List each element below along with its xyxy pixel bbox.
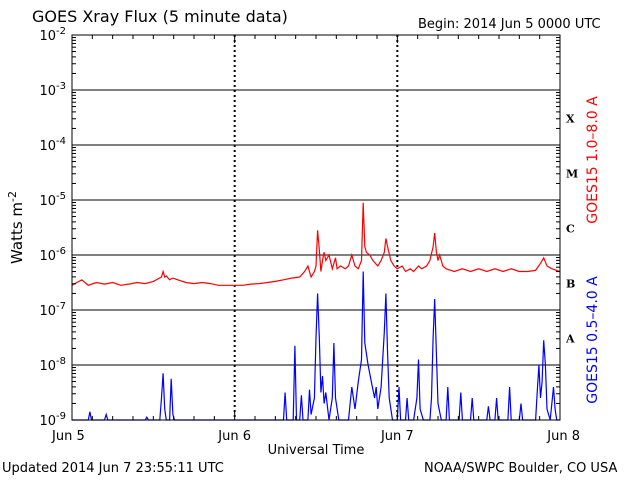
gridlines (72, 35, 560, 420)
x-axis-title: Universal Time (268, 443, 365, 458)
y-axis-title: Watts m-2 (6, 191, 26, 264)
flare-class-labels: A B C M X (565, 113, 578, 346)
series-legend: GOES15 1.0–8.0 A GOES15 0.5–4.0 A (585, 96, 601, 404)
chart-title: GOES Xray Flux (5 minute data) (32, 7, 288, 26)
x-tick-label: Jun 6 (217, 429, 251, 444)
credit-label: NOAA/SWPC Boulder, CO USA (424, 461, 618, 476)
series-long-channel (71, 202, 561, 286)
legend-entry: GOES15 1.0–8.0 A (585, 96, 601, 224)
y-tick-label: 10-7 (39, 301, 66, 319)
begin-time-label: Begin: 2014 Jun 5 0000 UTC (418, 17, 601, 32)
flare-class-label: A (565, 333, 575, 346)
legend-entry: GOES15 0.5–4.0 A (585, 276, 601, 404)
y-tick-label: 10-3 (39, 81, 66, 99)
y-tick-label: 10-9 (39, 411, 66, 429)
series-short-channel (72, 271, 560, 421)
x-tick-label: Jun 5 (51, 429, 85, 444)
y-tick-label: 10-4 (39, 136, 66, 154)
updated-timestamp: Updated 2014 Jun 7 23:55:11 UTC (2, 461, 224, 476)
x-tick-label: Jun 7 (380, 429, 414, 444)
series-lines (71, 202, 561, 421)
y-tick-label: 10-8 (39, 356, 66, 374)
flare-class-label: M (566, 168, 578, 181)
flare-class-label: X (566, 113, 575, 126)
x-tick-label: Jun 8 (546, 429, 580, 444)
tick-marks (71, 35, 561, 420)
y-tick-label: 10-2 (39, 26, 66, 44)
flare-class-label: C (566, 223, 575, 236)
axis-titles: Universal Time Watts m-2 (6, 191, 364, 458)
y-tick-label: 10-6 (39, 246, 66, 264)
plot-frame (71, 34, 561, 421)
flare-class-label: B (566, 278, 575, 291)
y-tick-label: 10-5 (39, 191, 66, 209)
tick-labels: 10-9 10-8 10-7 10-6 10-5 10-4 10-3 10-2 Jun 5 Jun… (39, 26, 580, 444)
